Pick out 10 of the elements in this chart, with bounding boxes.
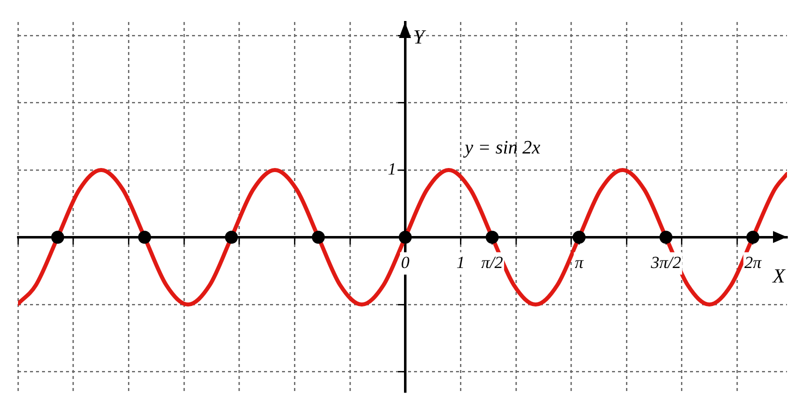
x-tick-label: π xyxy=(574,252,584,272)
x-tick-label: 1 xyxy=(456,252,465,272)
x-axis-title: X xyxy=(772,266,786,288)
x-tick-label: π/2 xyxy=(481,252,504,272)
x-tick-label: 3π/2 xyxy=(650,252,682,272)
x-tick-label: 2π xyxy=(744,252,762,272)
annotation: 1 xyxy=(388,159,396,178)
text: Y xyxy=(413,26,426,48)
x-tick-label: 0 xyxy=(401,252,410,272)
series-label: y = sin 2x xyxy=(462,138,541,158)
